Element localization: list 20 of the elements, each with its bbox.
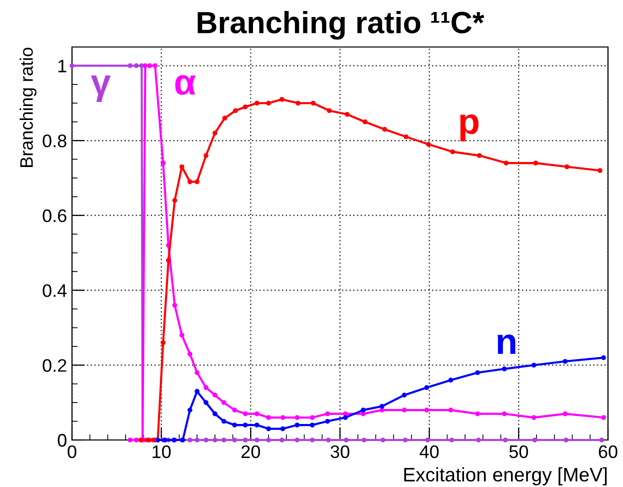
x-tick-label: 0: [68, 445, 76, 458]
series-label: α: [175, 75, 196, 95]
chart-title: Branching ratio ¹¹C*: [198, 10, 484, 40]
x-tick-label: 10: [152, 445, 171, 458]
y-tick-label: 1: [58, 60, 66, 72]
x-axis-title: Excitation energy [MeV]: [404, 467, 607, 486]
series-label: p: [460, 114, 478, 142]
y-tick-label: 0.8: [42, 134, 66, 148]
x-tick-label: 20: [242, 445, 260, 458]
y-tick-label: 0.4: [42, 284, 67, 298]
x-tick-label: 60: [598, 445, 618, 458]
x-tick-label: 30: [330, 445, 350, 458]
y-axis-title: Branching ratio: [20, 48, 36, 167]
y-tick-label: 0.6: [42, 209, 66, 222]
x-tick-label: 50: [509, 445, 528, 458]
series-label: n: [498, 334, 516, 354]
series-label: γ: [90, 75, 111, 102]
y-tick-label: 0.2: [42, 359, 66, 372]
x-tick-label: 40: [420, 445, 439, 458]
y-tick-label: 0: [58, 434, 66, 447]
